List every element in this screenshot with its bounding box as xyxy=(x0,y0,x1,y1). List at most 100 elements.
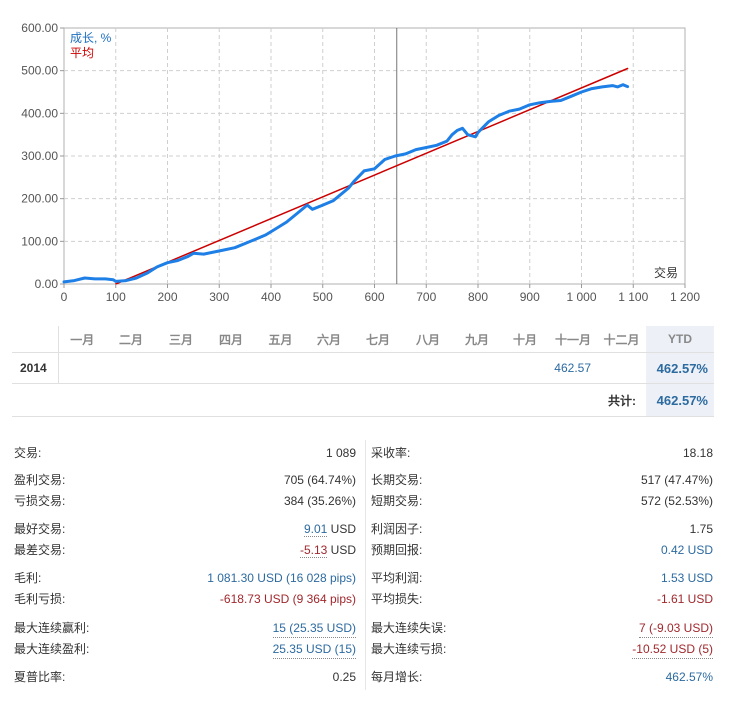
month-value xyxy=(353,352,403,384)
stat-label: 每月增长: xyxy=(371,670,423,684)
stat-value[interactable]: -10.52 USD (5) xyxy=(632,640,713,659)
stat-profit-trades: 盈利交易: 705 (64.74%) xyxy=(14,471,358,489)
stat-value: 0.25 xyxy=(332,670,356,684)
stat-label: 最大连续失误: xyxy=(371,621,447,635)
month-header: 十一月 xyxy=(549,326,597,353)
x-tick-label: 700 xyxy=(416,290,436,304)
ytd-value: 462.57% xyxy=(646,352,714,384)
legend-growth: 成长, % xyxy=(70,31,112,45)
average-series-line xyxy=(115,67,629,285)
stat-value[interactable]: -5.13 USD xyxy=(299,541,356,559)
stat-unit: USD xyxy=(327,543,356,557)
chart-ticks: 0 100 200 300 400 500 600 700 800 900 1 000 1 100 1 … xyxy=(21,21,700,304)
year-label: 2014 xyxy=(12,352,59,384)
stat-value: 1.53 USD xyxy=(660,571,713,585)
month-header: 二月 xyxy=(106,326,156,353)
x-axis-label: 交易 xyxy=(654,265,678,280)
y-tick-label: 200.00 xyxy=(21,192,58,206)
chart-grid xyxy=(64,28,685,284)
month-header: 六月 xyxy=(305,326,353,353)
stat-value: 572 (52.53%) xyxy=(640,494,713,508)
stat-label: 亏损交易: xyxy=(14,494,66,508)
stat-expected-payoff: 预期回报: 0.42 USD xyxy=(371,541,715,559)
month-header: 一月 xyxy=(58,326,106,353)
worst-trade-link[interactable]: -5.13 xyxy=(299,543,328,558)
month-value-november: 462.57 xyxy=(549,352,597,384)
stat-label: 毛利亏损: xyxy=(14,592,66,606)
best-trade-link[interactable]: 9.01 xyxy=(303,522,328,537)
stat-label: 利润因子: xyxy=(371,522,423,536)
stat-label: 最差交易: xyxy=(14,543,66,557)
stat-average-profit: 平均利润: 1.53 USD xyxy=(371,569,715,587)
stat-monthly-growth: 每月增长: 462.57% xyxy=(371,668,715,686)
stat-profit-factor: 利润因子: 1.75 xyxy=(371,520,715,538)
month-value xyxy=(156,352,206,384)
month-header: 十月 xyxy=(501,326,549,353)
y-tick-label: 0.00 xyxy=(35,277,59,291)
month-value xyxy=(106,352,156,384)
stat-value: -1.61 USD xyxy=(656,592,713,606)
month-value xyxy=(305,352,353,384)
month-value xyxy=(58,352,106,384)
stat-label: 夏普比率: xyxy=(14,670,66,684)
x-tick-label: 0 xyxy=(61,290,68,304)
stat-label: 平均利润: xyxy=(371,571,423,585)
stat-label: 交易: xyxy=(14,446,42,460)
x-tick-label: 500 xyxy=(313,290,333,304)
month-header: 七月 xyxy=(353,326,403,353)
month-value xyxy=(501,352,549,384)
month-header: 八月 xyxy=(403,326,453,353)
stat-label: 毛利: xyxy=(14,571,42,585)
stat-value: -618.73 USD (9 364 pips) xyxy=(219,592,356,606)
stat-average-loss: 平均损失: -1.61 USD xyxy=(371,590,715,608)
stat-label: 最大连续赢利: xyxy=(14,621,90,635)
monthly-results-table: 一月 二月 三月 四月 五月 六月 七月 八月 九月 十月 十一月 十二月 YT… xyxy=(12,326,714,417)
month-header: 四月 xyxy=(206,326,256,353)
stat-best-trade: 最好交易: 9.01 USD xyxy=(14,520,358,538)
total-label: 共计: xyxy=(12,383,646,417)
month-value xyxy=(597,352,646,384)
stat-value: 1.75 xyxy=(689,522,713,536)
x-tick-label: 400 xyxy=(261,290,281,304)
stat-gross-loss: 毛利亏损: -618.73 USD (9 364 pips) xyxy=(14,590,358,608)
stat-value[interactable]: 9.01 USD xyxy=(303,520,356,538)
month-header: 三月 xyxy=(156,326,206,353)
stat-label: 预期回报: xyxy=(371,543,423,557)
stat-label: 最大连续盈利: xyxy=(14,642,90,656)
stat-value[interactable]: 25.35 USD (15) xyxy=(272,640,356,659)
stat-max-consecutive-losses: 最大连续失误: 7 (-9.03 USD) xyxy=(371,619,715,638)
month-value xyxy=(403,352,453,384)
month-header: 五月 xyxy=(256,326,305,353)
y-tick-label: 300.00 xyxy=(21,149,58,163)
x-tick-label: 100 xyxy=(106,290,126,304)
stat-label: 采收率: xyxy=(371,446,411,460)
growth-series-line xyxy=(62,83,630,284)
y-tick-label: 100.00 xyxy=(21,234,58,248)
y-tick-label: 600.00 xyxy=(21,21,58,35)
stat-label: 短期交易: xyxy=(371,494,423,508)
stat-gross-profit: 毛利: 1 081.30 USD (16 028 pips) xyxy=(14,569,358,587)
x-tick-label: 300 xyxy=(209,290,229,304)
stat-label: 平均损失: xyxy=(371,592,423,606)
stat-label: 最大连续亏损: xyxy=(371,642,447,656)
stat-trades: 交易: 1 089 xyxy=(14,444,358,462)
x-tick-label: 900 xyxy=(520,290,540,304)
stat-long-trades: 长期交易: 517 (47.47%) xyxy=(371,471,715,489)
x-tick-label: 600 xyxy=(364,290,384,304)
stat-sharpe-ratio: 夏普比率: 0.25 xyxy=(14,668,358,686)
stat-unit: USD xyxy=(327,522,356,536)
stat-max-consecutive-profit: 最大连续盈利: 25.35 USD (15) xyxy=(14,640,358,659)
x-tick-label: 1 200 xyxy=(670,290,700,304)
x-tick-label: 200 xyxy=(157,290,177,304)
growth-chart: 0 100 200 300 400 500 600 700 800 900 1 000 1 100 1 … xyxy=(21,21,700,304)
stat-value[interactable]: 15 (25.35 USD) xyxy=(272,619,356,638)
stat-label: 长期交易: xyxy=(371,473,423,487)
stat-value: 517 (47.47%) xyxy=(640,473,713,487)
chart-series xyxy=(62,67,630,285)
stat-value: 462.57% xyxy=(665,670,713,684)
stat-max-consecutive-loss: 最大连续亏损: -10.52 USD (5) xyxy=(371,640,715,659)
x-tick-label: 800 xyxy=(468,290,488,304)
stat-value[interactable]: 7 (-9.03 USD) xyxy=(638,619,713,638)
stat-value: 1 081.30 USD (16 028 pips) xyxy=(207,571,356,585)
x-tick-label: 1 000 xyxy=(566,290,596,304)
